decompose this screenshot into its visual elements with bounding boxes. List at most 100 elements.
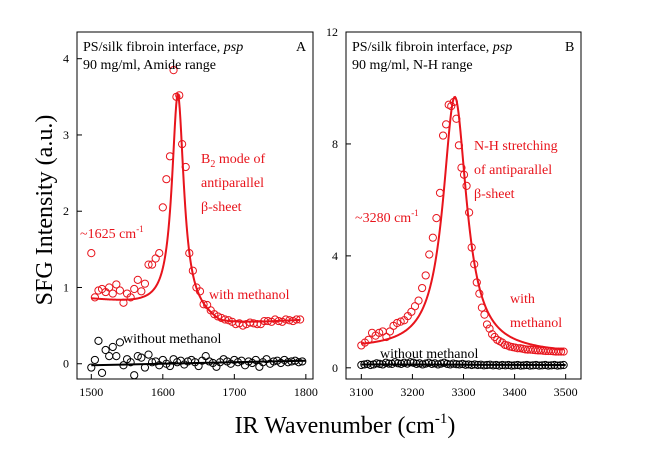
panel-b-point-with-methanol: [465, 208, 474, 217]
panel-a-point-with-methanol: [126, 293, 135, 302]
panel-a-point-with-methanol: [213, 312, 222, 321]
panel-a-point-with-methanol: [87, 249, 96, 258]
panel-a-point-with-methanol: [137, 287, 146, 296]
panel-b-point-without-methanol: [449, 359, 458, 368]
panel-a-point-with-methanol: [140, 279, 150, 288]
panel-a-point-without-methanol: [133, 352, 142, 361]
panel-b-with-label: with methanol: [510, 292, 562, 331]
panel-b-point-without-methanol: [433, 360, 443, 369]
panel-b-point-with-methanol: [475, 289, 484, 298]
panel-a-point-with-methanol: [220, 315, 230, 324]
panel-a-peak-label: ~1625 cm-1: [80, 224, 144, 242]
panel-b-point-with-methanol: [414, 296, 423, 305]
panel-a-point-with-methanol: [147, 260, 157, 269]
panel-b-point-without-methanol: [406, 358, 415, 367]
panel-b-point-with-methanol: [392, 318, 402, 328]
panel-b-point-without-methanol: [504, 360, 513, 370]
panel-b-point-with-methanol: [447, 102, 456, 111]
panel-b-point-with-methanol: [425, 250, 434, 259]
panel-b-xtick-label: 3400: [503, 385, 527, 399]
panel-b-point-without-methanol: [412, 359, 421, 368]
panel-b-ytick-label: 4: [332, 249, 338, 263]
panel-b-point-with-methanol: [526, 345, 535, 354]
panel-b-peak-label: ~3280 cm-1: [355, 208, 419, 226]
panel-a-point-with-methanol: [108, 289, 117, 298]
panel-b-point-with-methanol: [452, 114, 461, 123]
panel-b-ytick-label: 12: [326, 25, 338, 39]
panel-b-ytick-label: 0: [332, 361, 338, 375]
panel-b-point-without-methanol: [461, 360, 470, 369]
panel-a-point-without-methanol: [130, 371, 139, 380]
panel-b-ytick-label: 8: [332, 137, 338, 151]
panel-b-point-with-methanol: [421, 271, 430, 280]
panel-a-point-with-methanol: [178, 140, 187, 149]
panel-b-point-without-methanol: [525, 361, 535, 370]
panel-b-point-without-methanol: [507, 361, 516, 370]
panel-a-letter: A: [296, 40, 307, 55]
y-axis-title: SFG Intensity (a.u.): [32, 115, 58, 306]
panel-b-point-with-methanol: [364, 335, 373, 344]
panel-a-point-with-methanol: [292, 315, 301, 324]
panel-b-subtitle: 90 mg/ml, N-H range: [352, 58, 473, 73]
panel-a-point-with-methanol: [169, 66, 178, 75]
panel-b-point-without-methanol: [559, 360, 568, 370]
panel-b-point-without-methanol: [400, 358, 409, 367]
panel-b-point-with-methanol: [428, 233, 437, 242]
panel-b-point-with-methanol: [435, 188, 445, 198]
panel-b-point-with-methanol: [432, 213, 441, 223]
panel-b-point-without-methanol: [556, 361, 565, 370]
panel-a-point-without-methanol: [201, 352, 210, 361]
panel-a-point-with-methanol: [185, 249, 194, 258]
panel-a-point-without-methanol: [298, 357, 307, 366]
panel-b-point-with-methanol: [462, 181, 471, 191]
panel-b-point-without-methanol: [550, 360, 559, 370]
panel-b-point-without-methanol: [372, 359, 381, 368]
panel-b-point-without-methanol: [384, 359, 394, 368]
panel-a-point-with-methanol: [158, 203, 167, 212]
panel-a-point-with-methanol: [165, 152, 175, 161]
panel-b-point-with-methanol: [454, 141, 463, 150]
panel-a-point-without-methanol: [173, 358, 182, 367]
panel-b-xtick-label: 3300: [452, 385, 476, 399]
panel-a-point-with-methanol: [155, 249, 164, 258]
panel-b-point-without-methanol: [394, 359, 403, 368]
panel-b-point-without-methanol: [452, 360, 461, 369]
panel-b-point-with-methanol: [467, 243, 476, 252]
panel-a-xtick-label: 1600: [151, 385, 175, 399]
panel-a-point-without-methanol: [90, 355, 99, 365]
panel-b-point-with-methanol: [457, 163, 466, 172]
panel-a-ytick-label: 0: [63, 357, 69, 371]
panel-a-point-with-methanol: [151, 254, 160, 263]
panel-a-point-without-methanol: [255, 362, 264, 371]
panel-a-point-with-methanol: [133, 275, 142, 284]
panel-b-point-with-methanol: [438, 131, 448, 140]
panel-b-xtick-label: 3100: [349, 385, 373, 399]
panel-a-point-without-methanol: [205, 357, 214, 366]
panel-b-point-without-methanol: [443, 359, 452, 368]
panel-a-point-with-methanol: [224, 316, 233, 325]
panel-b-letter: B: [565, 40, 574, 55]
panel-a-point-with-methanol: [144, 260, 153, 269]
panel-a-point-without-methanol: [251, 355, 260, 365]
panel-a-point-with-methanol: [105, 283, 114, 292]
panel-a-point-without-methanol: [119, 361, 128, 370]
panel-a-with-label: with methanol: [209, 288, 290, 303]
panel-a-point-without-methanol: [94, 336, 103, 345]
panel-a-point-without-methanol: [112, 352, 121, 361]
panel-b-point-without-methanol: [464, 360, 473, 369]
panel-b-point-without-methanol: [455, 360, 464, 369]
panel-b-title: PS/silk fibroin interface, psp: [352, 40, 512, 55]
panel-b-point-without-methanol: [360, 360, 369, 369]
panel-a-point-with-methanol: [112, 280, 121, 289]
panel-b-point-with-methanol: [477, 303, 486, 312]
panel-b-point-without-methanol: [513, 360, 522, 370]
panel-a-point-with-methanol: [175, 91, 184, 100]
panel-b-point-without-methanol: [547, 361, 556, 370]
panel-b-point-without-methanol: [510, 361, 519, 370]
panel-a-ticks: 1500 1600 1700 1800 0 1 2 3 4: [63, 52, 318, 399]
panel-b-point-without-methanol: [531, 360, 541, 370]
panel-a-point-without-methanol: [140, 363, 150, 372]
panel-b-point-without-methanol: [501, 361, 510, 370]
panel-a-subtitle: 90 mg/ml, Amide range: [83, 58, 216, 73]
panel-b-xtick-label: 3500: [554, 385, 578, 399]
